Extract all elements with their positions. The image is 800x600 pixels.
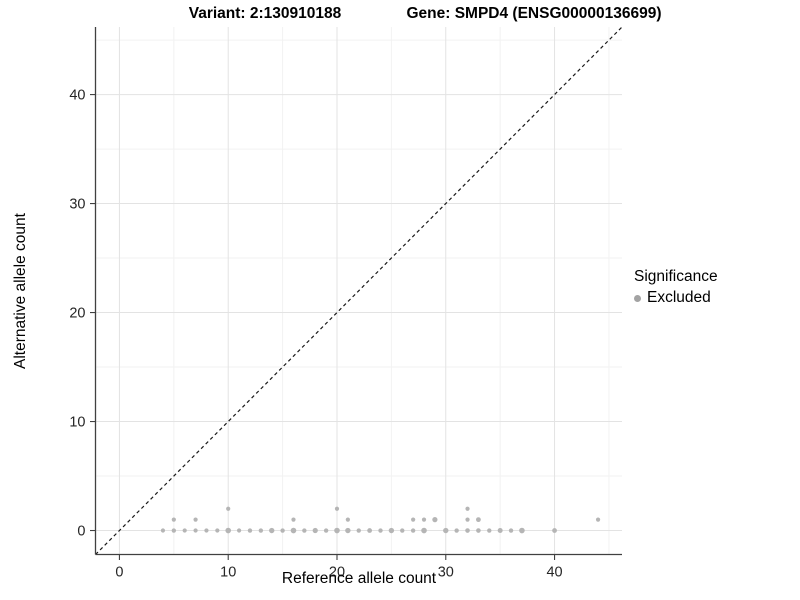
x-axis-title: Reference allele count: [281, 570, 437, 587]
x-tick-label: 0: [115, 565, 123, 581]
data-point: [247, 528, 253, 533]
axis-ticks: 0 10 20 30 40 0 10 20 30 40: [69, 88, 562, 581]
data-point: [258, 528, 264, 533]
legend-title: Significance: [634, 268, 718, 285]
data-point: [160, 528, 166, 533]
data-point: [215, 528, 220, 533]
y-tick-label: 0: [77, 524, 85, 540]
data-point: [432, 517, 438, 523]
data-point: [291, 517, 296, 522]
data-point: [225, 527, 232, 534]
data-point: [171, 528, 177, 533]
data-point: [487, 528, 492, 533]
grid-minor: [95, 27, 622, 555]
data-point: [595, 517, 601, 522]
x-tick-label: 40: [546, 565, 562, 581]
data-point: [193, 517, 198, 522]
data-point: [410, 528, 416, 533]
data-point: [236, 528, 242, 533]
data-point: [443, 527, 449, 534]
excluded-point-icon: [634, 294, 641, 302]
data-point: [334, 527, 340, 534]
data-point: [193, 528, 198, 533]
data-point: [388, 527, 395, 534]
data-point: [497, 528, 503, 534]
identity-line: [95, 26, 623, 555]
legend-item-excluded: Excluded: [634, 289, 718, 307]
data-point: [290, 527, 297, 534]
x-tick-label: 10: [220, 565, 236, 581]
data-point: [334, 506, 340, 511]
data-point: [421, 527, 427, 534]
data-point: [171, 517, 176, 522]
data-point: [411, 517, 416, 522]
x-tick-label: 30: [438, 565, 454, 581]
data-point: [476, 528, 481, 533]
data-point: [378, 528, 383, 533]
data-point: [476, 517, 481, 523]
data-point: [204, 528, 209, 533]
data-point: [552, 528, 557, 533]
legend: Significance Excluded: [634, 268, 718, 307]
series-excluded: [160, 506, 601, 534]
data-point: [508, 528, 514, 533]
data-point: [454, 528, 459, 533]
data-point: [465, 506, 470, 511]
legend-item-label: Excluded: [647, 289, 711, 306]
y-tick-label: 10: [69, 415, 85, 431]
data-point: [400, 528, 405, 533]
data-point: [345, 527, 351, 534]
data-point: [356, 528, 361, 533]
data-point: [367, 528, 373, 533]
data-point: [226, 506, 231, 511]
data-point: [345, 517, 350, 522]
plot-title-gene: Gene: SMPD4 (ENSG00000136699): [406, 5, 662, 22]
data-point: [269, 527, 275, 534]
y-axis-title: Alternative allele count: [12, 213, 29, 369]
y-tick-label: 40: [69, 88, 85, 104]
data-point: [323, 528, 329, 533]
data-point: [519, 527, 525, 534]
y-tick-label: 20: [69, 306, 85, 322]
data-point: [280, 528, 285, 533]
data-point: [465, 528, 470, 533]
data-point: [312, 527, 318, 534]
plot-title-variant: Variant: 2:130910188: [188, 5, 342, 22]
x-tick-label: 20: [329, 565, 345, 581]
data-point: [465, 517, 470, 522]
data-point: [302, 528, 307, 533]
y-tick-label: 30: [69, 197, 85, 213]
data-point: [421, 517, 427, 522]
data-point: [182, 528, 187, 533]
